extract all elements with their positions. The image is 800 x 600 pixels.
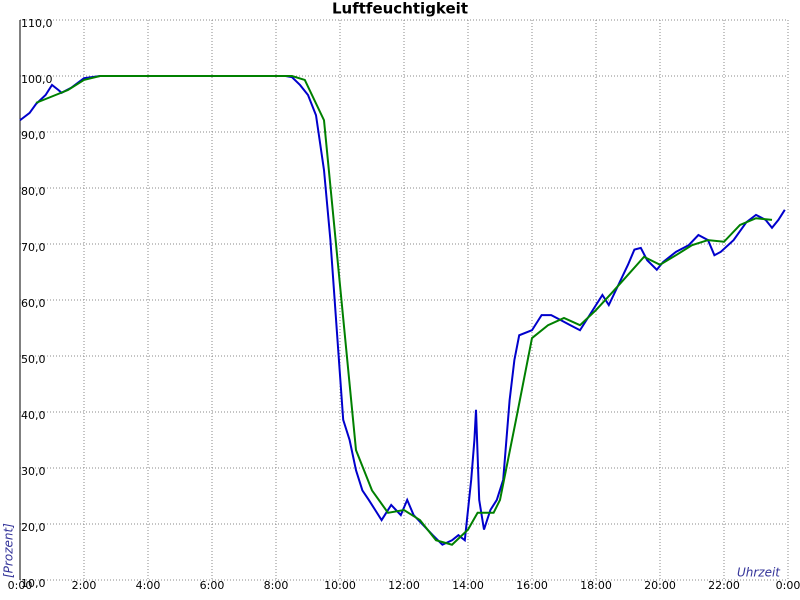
x-tick-label: 16:00 (516, 579, 548, 592)
x-tick-label: 22:00 (708, 579, 740, 592)
x-tick-label: 2:00 (72, 579, 97, 592)
x-tick-label: 8:00 (264, 579, 289, 592)
y-tick-label: 100,0 (21, 73, 53, 86)
x-tick-label: 10:00 (324, 579, 356, 592)
y-tick-label: 70,0 (21, 241, 46, 254)
y-tick-label: 30,0 (21, 465, 46, 478)
y-tick-label: 90,0 (21, 129, 46, 142)
chart-title: Luftfeuchtigkeit (332, 0, 468, 18)
y-tick-label: 110,0 (21, 17, 53, 30)
x-tick-label: 4:00 (136, 579, 161, 592)
x-tick-label: 18:00 (580, 579, 612, 592)
y-tick-label: 20,0 (21, 521, 46, 534)
x-axis-label: Uhrzeit (737, 566, 781, 580)
x-tick-label: 0:00 (776, 579, 800, 592)
x-tick-label: 6:00 (200, 579, 225, 592)
data-line (19, 75, 786, 546)
y-tick-label: 80,0 (21, 185, 46, 198)
y-tick-label: 40,0 (21, 409, 46, 422)
data-line (35, 75, 773, 546)
x-tick-label: 20:00 (644, 579, 676, 592)
x-tick-label: 12:00 (388, 579, 420, 592)
y-axis-label: [Prozent] (2, 523, 16, 578)
y-tick-label: 50,0 (21, 353, 46, 366)
x-tick-label: 14:00 (452, 579, 484, 592)
y-tick-label: 60,0 (21, 297, 46, 310)
y-tick-label: 10,0 (21, 577, 46, 590)
x-tick-label: 0:00 (8, 579, 33, 592)
